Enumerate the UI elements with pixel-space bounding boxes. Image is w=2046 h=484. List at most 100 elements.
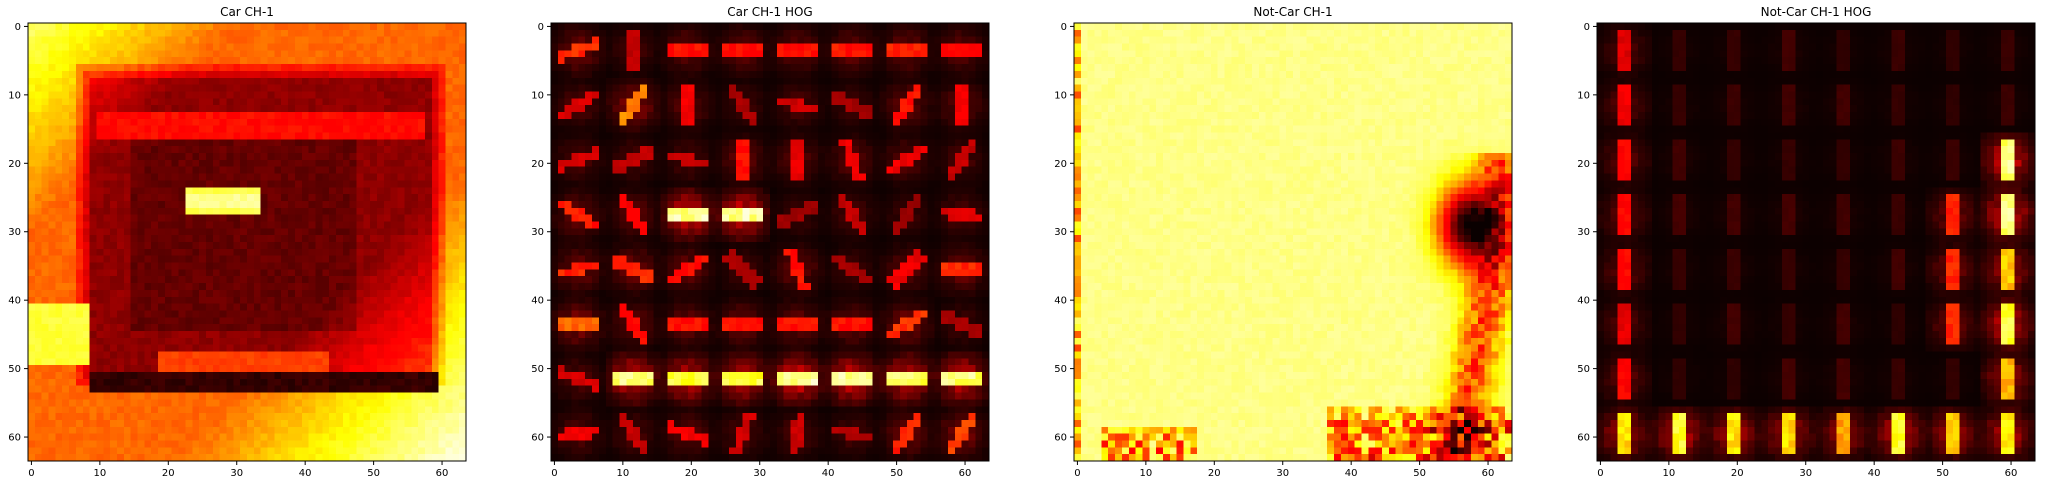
heatmap-cell [116, 200, 124, 208]
heatmap-cell [110, 372, 118, 380]
heatmap-cell [69, 378, 77, 386]
heatmap-cell [626, 23, 634, 30]
heatmap-cell [130, 440, 138, 448]
heatmap-cell [151, 385, 159, 393]
heatmap-cell [626, 77, 634, 85]
heatmap-cell [431, 91, 439, 99]
heatmap-cell [253, 351, 261, 359]
heatmap-cell [226, 153, 234, 161]
heatmap-cell [390, 372, 398, 380]
heatmap-cell [390, 324, 398, 332]
heatmap-cell [28, 43, 35, 51]
heatmap-cell [267, 372, 275, 380]
heatmap-cell [329, 153, 337, 161]
heatmap-cell [335, 77, 343, 85]
heatmap-cell [247, 337, 254, 345]
heatmap-cell [431, 118, 439, 126]
heatmap-cell [363, 70, 371, 78]
heatmap-cell [205, 365, 213, 373]
heatmap-cell [363, 419, 371, 427]
heatmap-cell [185, 426, 193, 434]
heatmap-cell [831, 70, 839, 78]
heatmap-cell [301, 413, 309, 421]
heatmap-cell [274, 23, 282, 30]
heatmap-cell [240, 98, 248, 106]
heatmap-cell [205, 262, 213, 270]
heatmap-cell [144, 262, 152, 270]
heatmap-cell [411, 173, 419, 181]
heatmap-cell [144, 330, 152, 338]
heatmap-cell [459, 330, 467, 338]
heatmap-cell [322, 118, 330, 126]
heatmap-cell [322, 454, 330, 462]
heatmap-cell [674, 36, 682, 44]
heatmap-cell [219, 413, 227, 421]
heatmap-cell [89, 187, 97, 195]
heatmap-cell [838, 57, 846, 65]
heatmap-cell [267, 228, 275, 236]
heatmap-cell [356, 248, 364, 256]
heatmap-cell [62, 242, 70, 249]
heatmap-cell [171, 84, 179, 92]
heatmap-cell [267, 200, 275, 208]
heatmap-cell [383, 344, 391, 352]
heatmap-cell [212, 392, 220, 400]
heatmap-cell [41, 221, 49, 229]
heatmap-cell [158, 118, 166, 126]
heatmap-cell [452, 214, 460, 222]
y-tick-label: 30 [8, 227, 21, 238]
heatmap-cell [301, 358, 309, 366]
heatmap-cell [48, 385, 56, 393]
heatmap-cell [82, 406, 90, 414]
heatmap-cell [274, 235, 282, 243]
heatmap-cell [438, 433, 446, 441]
heatmap-cell [397, 365, 405, 373]
heatmap-cell [233, 139, 241, 147]
heatmap-cell [342, 105, 350, 113]
heatmap-cell [28, 139, 35, 147]
heatmap-cell [294, 214, 302, 222]
heatmap-cell [941, 43, 949, 51]
heatmap-cell [315, 29, 323, 37]
heatmap-cell [356, 166, 364, 174]
heatmap-cell [404, 440, 412, 448]
heatmap-cell [452, 385, 460, 393]
heatmap-cell [48, 283, 56, 291]
heatmap-cell [879, 98, 887, 106]
heatmap-cell [900, 77, 908, 85]
heatmap-cell [934, 70, 942, 78]
heatmap-cell [770, 50, 777, 58]
heatmap-cell [872, 64, 880, 72]
heatmap-cell [612, 111, 620, 119]
heatmap-cell [363, 248, 371, 256]
heatmap-cell [404, 406, 412, 414]
heatmap-cell [411, 111, 419, 119]
heatmap-cell [708, 50, 716, 58]
heatmap-cell [667, 77, 675, 85]
heatmap-cell [770, 43, 777, 51]
heatmap-cell [288, 91, 296, 99]
heatmap-cell [185, 262, 193, 270]
heatmap-cell [55, 447, 63, 455]
heatmap-cell [390, 406, 398, 414]
heatmap-cell [116, 426, 124, 434]
heatmap-cell [219, 283, 227, 291]
heatmap-cell [62, 276, 70, 284]
heatmap-cell [171, 426, 179, 434]
heatmap-cell [397, 194, 405, 202]
heatmap-cell [267, 447, 275, 455]
heatmap-cell [342, 337, 350, 345]
heatmap-cell [123, 255, 131, 263]
heatmap-cell [308, 351, 316, 359]
heatmap-cell [192, 419, 200, 427]
heatmap-cell [267, 324, 275, 332]
heatmap-cell [116, 242, 124, 249]
heatmap-cell [329, 98, 337, 106]
heatmap-cell [69, 255, 77, 263]
heatmap-cell [233, 426, 241, 434]
heatmap-cell [96, 296, 104, 304]
heatmap-cell [219, 221, 227, 229]
heatmap-cell [69, 125, 77, 133]
heatmap-cell [349, 159, 357, 167]
heatmap-cell [667, 64, 675, 72]
